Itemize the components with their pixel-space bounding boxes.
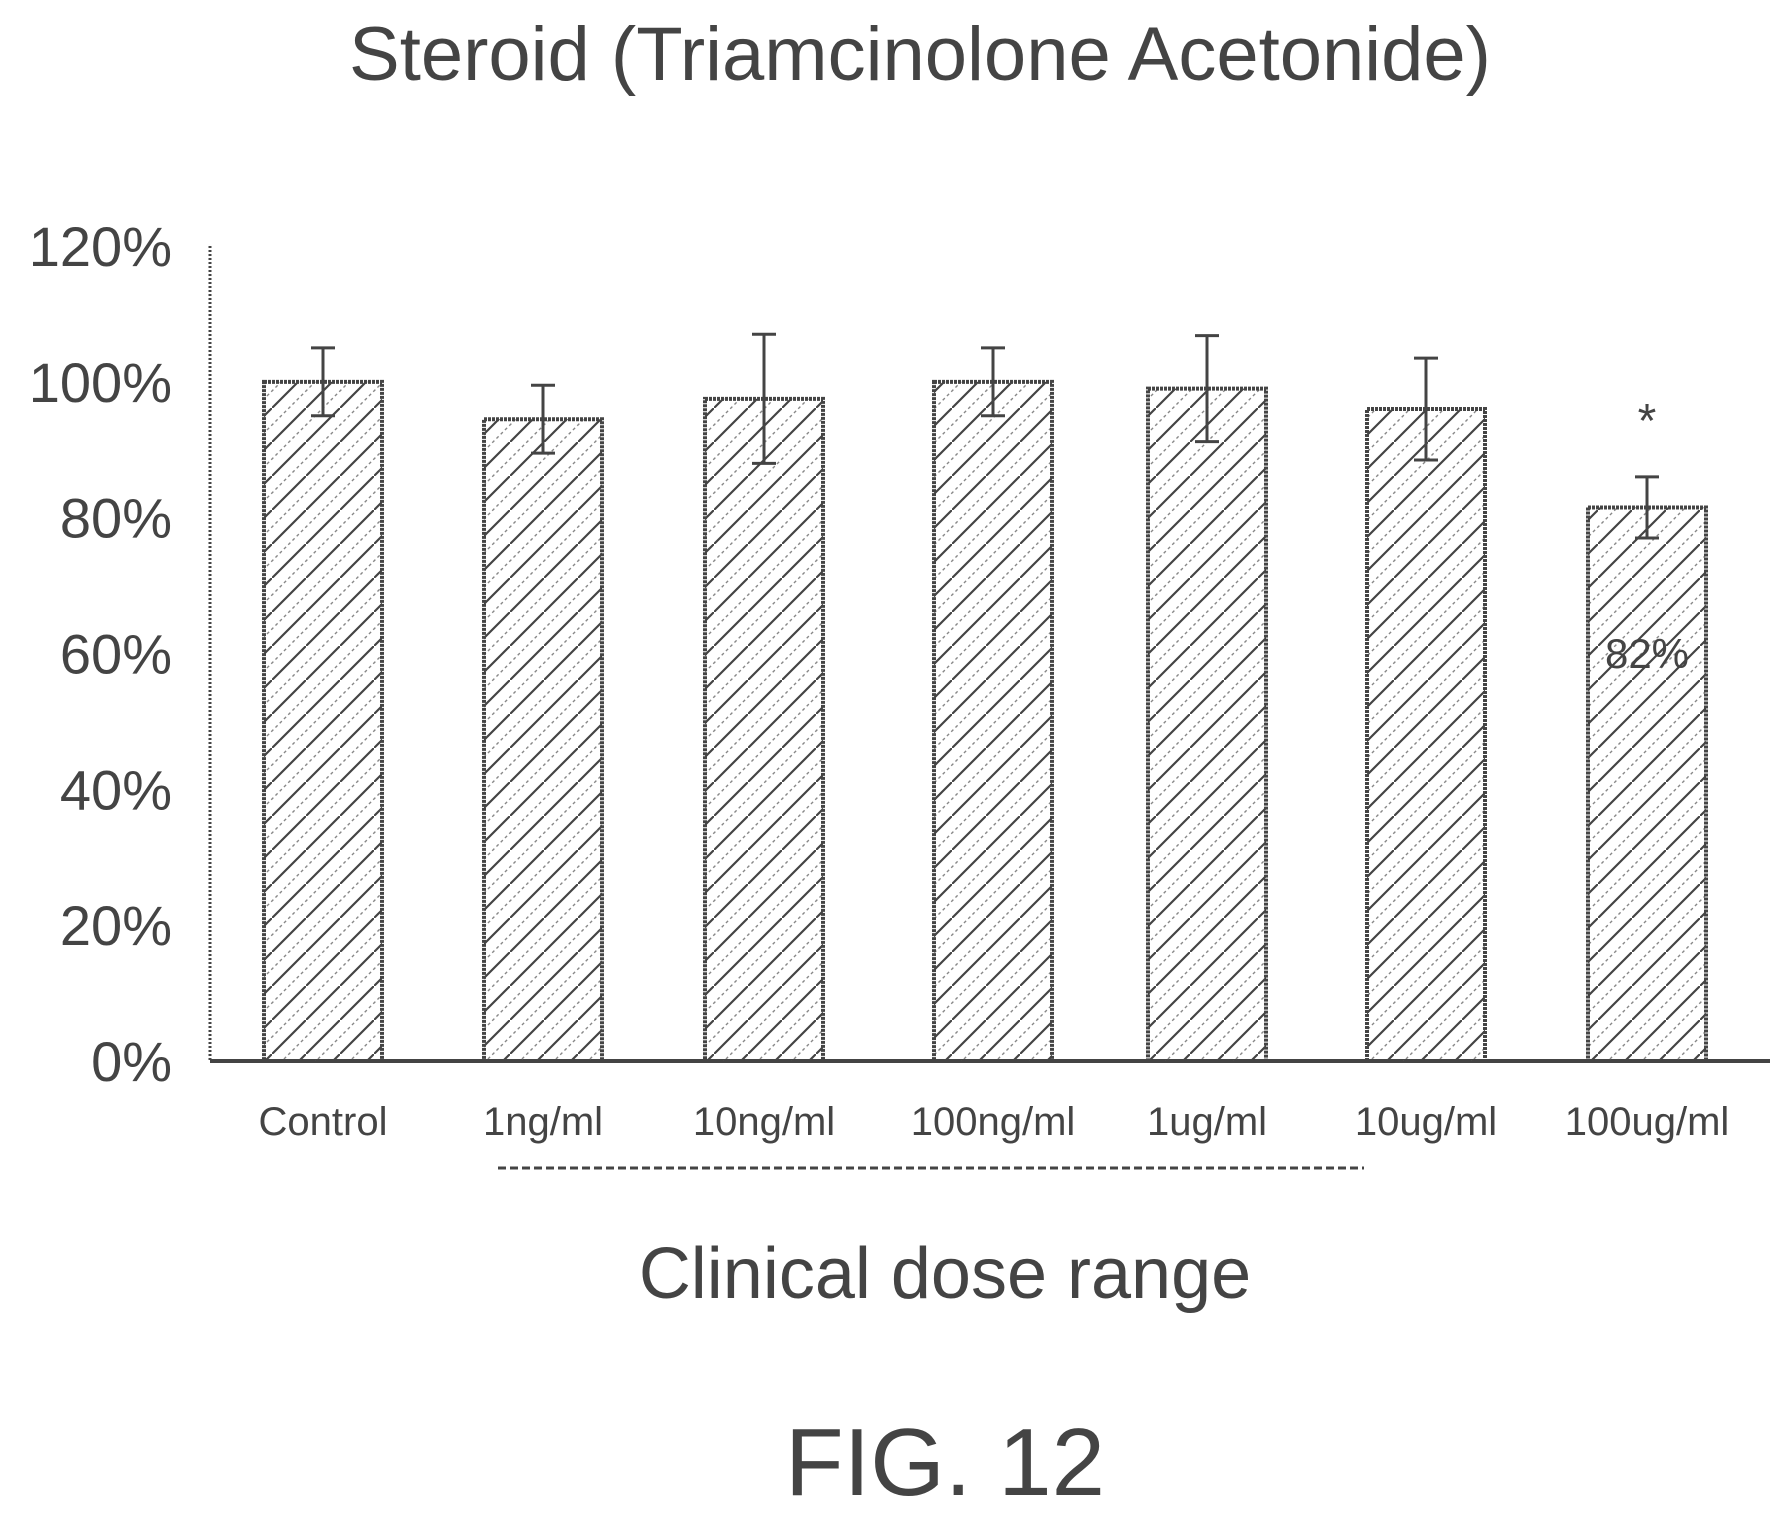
bar-value-label: 82% — [1605, 630, 1689, 677]
x-tick-label: 1ng/ml — [483, 1100, 603, 1144]
y-tick-label: 0% — [91, 1030, 172, 1093]
bar — [1146, 386, 1268, 1063]
y-tick-label: 80% — [60, 487, 172, 550]
x-tick-label: 100ng/ml — [911, 1100, 1076, 1144]
bar — [1586, 505, 1708, 1063]
y-tick-label: 20% — [60, 894, 172, 957]
bar — [1365, 407, 1487, 1063]
y-tick-label: 100% — [29, 351, 172, 414]
x-axis-label: Clinical dose range — [639, 1234, 1251, 1314]
y-tick-label: 120% — [29, 215, 172, 278]
y-tick-label: 60% — [60, 623, 172, 686]
bar — [932, 379, 1054, 1064]
x-tick-label: Control — [259, 1100, 388, 1144]
bar — [703, 396, 825, 1063]
x-tick-label: 10ng/ml — [693, 1100, 835, 1144]
figure-label: FIG. 12 — [785, 1409, 1105, 1516]
x-tick-label: 100ug/ml — [1565, 1100, 1730, 1144]
y-tick-label: 40% — [60, 758, 172, 821]
bar — [262, 379, 384, 1064]
x-tick-label: 1ug/ml — [1147, 1100, 1267, 1144]
bar — [482, 417, 604, 1063]
significance-star: * — [1638, 395, 1657, 448]
chart-title: Steroid (Triamcinolone Acetonide) — [349, 12, 1491, 97]
x-tick-label: 10ug/ml — [1355, 1100, 1497, 1144]
plot-area: 0% 20% 40% 60% 80% 100% 120% Control 1ng/ml 10ng/… — [29, 215, 1770, 1170]
